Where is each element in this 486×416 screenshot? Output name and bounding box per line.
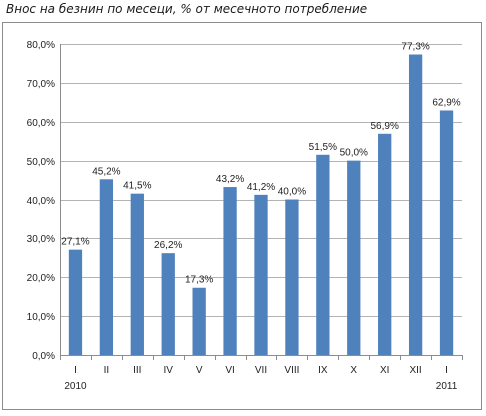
bar bbox=[347, 160, 361, 355]
data-label: 41,5% bbox=[123, 181, 151, 192]
y-tick-label: 20,0% bbox=[27, 273, 55, 284]
bar bbox=[161, 253, 175, 355]
x-tick-label: XI bbox=[380, 365, 389, 376]
x-tick-label: XII bbox=[409, 365, 421, 376]
data-label: 43,2% bbox=[216, 174, 244, 185]
x-tick-label: X bbox=[350, 365, 357, 376]
data-label: 62,9% bbox=[432, 97, 460, 108]
data-label: 50,0% bbox=[340, 148, 368, 159]
bar bbox=[68, 249, 83, 355]
y-tick-label: 30,0% bbox=[27, 234, 55, 245]
x-tick-label: III bbox=[133, 365, 141, 376]
data-label: 40,0% bbox=[278, 187, 306, 198]
data-label: 77,3% bbox=[401, 41, 429, 52]
x-tick-label: VI bbox=[225, 365, 234, 376]
bar bbox=[130, 193, 144, 355]
year-label: 2010 bbox=[64, 381, 87, 392]
bar bbox=[316, 154, 330, 355]
data-label: 51,5% bbox=[309, 142, 337, 153]
data-label: 26,2% bbox=[154, 240, 182, 251]
bar bbox=[439, 110, 454, 355]
y-tick-label: 80,0% bbox=[27, 40, 55, 51]
chart-title: Внос на безнин по месеци, % от месечното… bbox=[6, 2, 368, 16]
bar bbox=[378, 133, 392, 355]
x-tick-label: IX bbox=[318, 365, 328, 376]
data-label: 27,1% bbox=[61, 237, 89, 248]
bar bbox=[408, 54, 423, 356]
x-tick-label: VIII bbox=[284, 365, 299, 376]
x-tick-label: VII bbox=[255, 365, 267, 376]
x-tick-label: I bbox=[445, 365, 448, 376]
y-tick-label: 0,0% bbox=[32, 351, 55, 362]
y-tick-label: 40,0% bbox=[27, 196, 55, 207]
x-tick-label: I bbox=[74, 365, 77, 376]
year-label: 2011 bbox=[436, 381, 458, 392]
bar bbox=[254, 194, 268, 355]
x-tick-label: II bbox=[104, 365, 110, 376]
y-tick-label: 60,0% bbox=[27, 118, 55, 129]
y-tick-label: 70,0% bbox=[27, 79, 55, 90]
data-label: 45,2% bbox=[92, 166, 120, 177]
data-label: 41,2% bbox=[247, 182, 275, 193]
bar bbox=[285, 199, 299, 355]
bar bbox=[99, 179, 114, 355]
y-tick-label: 10,0% bbox=[27, 312, 55, 323]
bar bbox=[223, 187, 237, 355]
x-tick-label: IV bbox=[164, 365, 174, 376]
y-tick-label: 50,0% bbox=[27, 157, 55, 168]
data-label: 17,3% bbox=[185, 275, 213, 286]
bar bbox=[192, 287, 206, 355]
x-tick-label: V bbox=[196, 365, 203, 376]
data-label: 56,9% bbox=[371, 121, 399, 132]
